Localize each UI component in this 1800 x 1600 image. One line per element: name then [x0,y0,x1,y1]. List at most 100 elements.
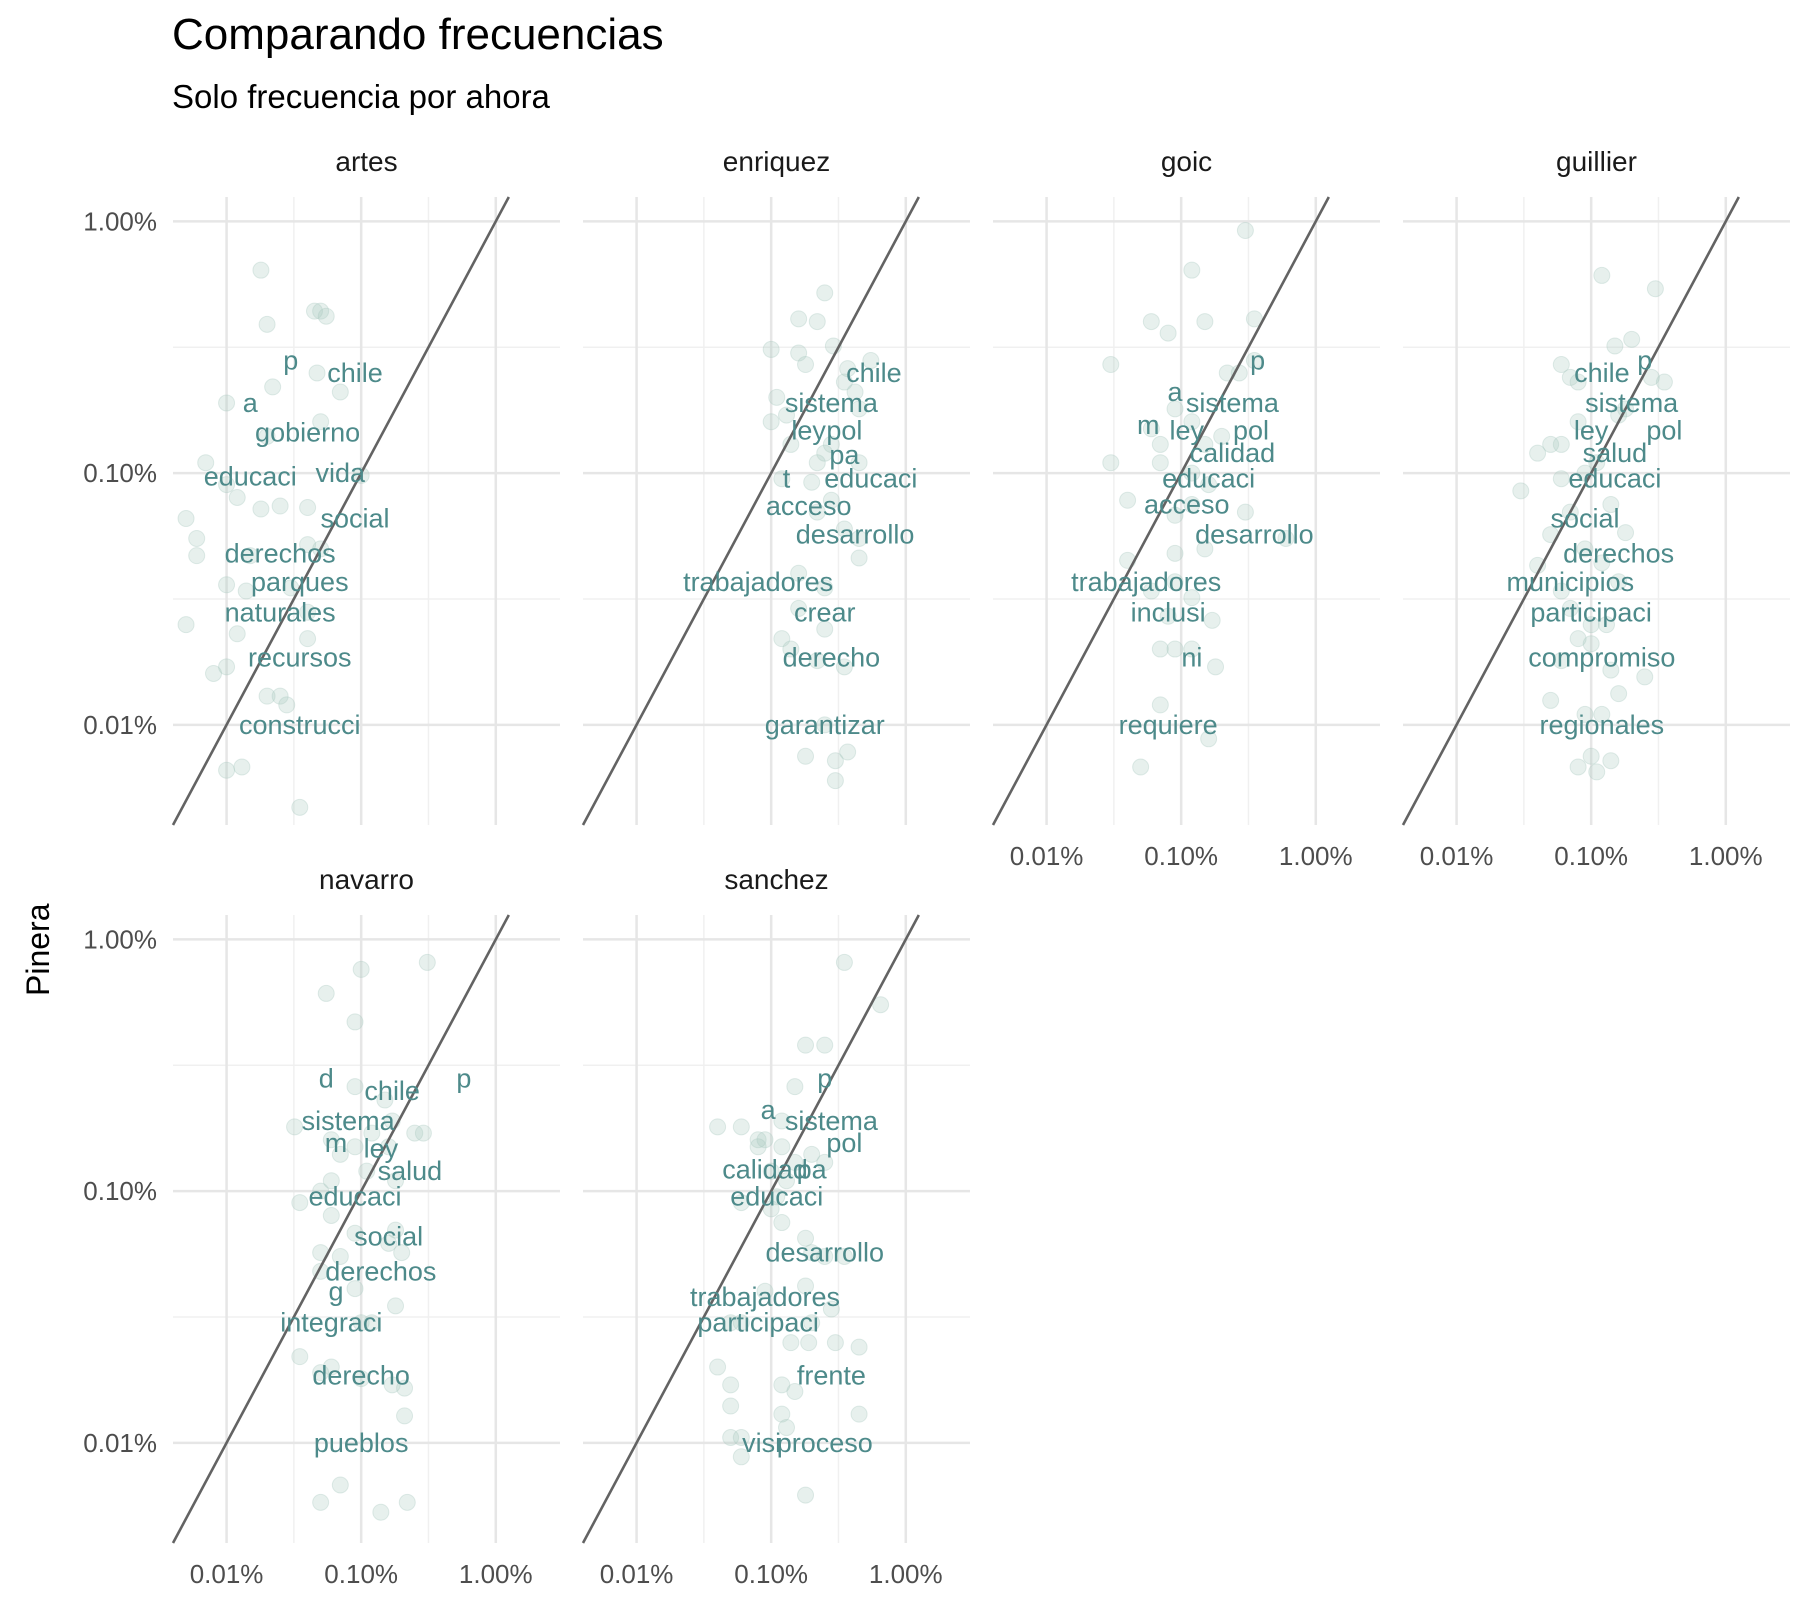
data-point [1636,668,1654,686]
data-point [312,1364,330,1382]
data-point [322,1358,340,1376]
data-point [1203,611,1221,629]
data-point [1552,356,1570,374]
data-point [816,284,834,302]
data-point [709,1118,727,1136]
data-point [331,383,349,401]
x-tick-label: 0.01% [1420,841,1494,871]
data-point [197,454,215,472]
data-point [816,1247,834,1265]
data-point [803,1145,821,1163]
data-point [331,1145,349,1163]
identity-line [1401,196,1740,826]
identity-line [171,914,510,1544]
data-point [816,444,834,462]
data-point [241,547,259,565]
data-point [803,1244,821,1262]
data-point [363,1314,381,1332]
data-point [778,1172,796,1190]
data-point [732,1194,750,1212]
data-point [762,413,780,431]
facet-title: enriquez [723,146,830,177]
data-point [218,576,236,594]
word-label: social [1550,504,1619,534]
data-point [312,413,330,431]
data-point [380,1234,398,1252]
word-label: ley [791,415,826,445]
data-point [782,640,800,658]
data-point [331,1476,349,1494]
data-point [218,476,236,494]
data-point [1617,524,1635,542]
data-point [1569,630,1587,648]
word-label: garantizar [765,710,885,740]
data-point [835,953,853,971]
data-point [1196,540,1214,558]
data-point [305,302,323,320]
word-label: chile [327,358,383,388]
data-point [1598,616,1616,634]
data-point [722,1314,740,1332]
data-point [790,310,808,328]
data-point [846,383,864,401]
data-point [826,752,844,770]
data-point [762,1200,780,1218]
data-point [1119,491,1137,509]
data-point [1166,640,1184,658]
facet-title: artes [335,146,397,177]
data-point [264,378,282,396]
data-point [1200,730,1218,748]
y-tick-label: 0.10% [83,458,157,488]
word-label: proceso [777,1428,873,1458]
word-label: regionales [1540,710,1665,740]
identity-line [171,196,510,826]
data-point [1610,573,1628,591]
data-point [1552,582,1570,600]
data-point [768,388,786,406]
data-point [1588,763,1606,781]
word-label: trabajadores [683,567,833,597]
word-label: pol [1233,415,1269,445]
data-point [1582,616,1600,634]
data-point [1183,496,1201,514]
word-label: p [1250,346,1265,376]
data-point [782,1334,800,1352]
data-point [228,489,246,507]
word-label: salud [1583,438,1648,468]
y-tick-label: 0.01% [83,710,157,740]
data-point [233,758,251,776]
facet-title: goic [1161,146,1212,177]
word-label: m [325,1128,348,1158]
word-label: recursos [248,643,352,673]
y-tick-label: 0.10% [83,1176,157,1206]
data-point [1183,261,1201,279]
data-point [1623,330,1641,348]
data-point [1582,635,1600,653]
word-label: p [456,1064,471,1094]
y-tick-label: 1.00% [83,206,157,236]
word-label: inclusi [1131,597,1206,627]
word-label: vida [316,458,367,488]
data-point [258,687,276,705]
word-label: crear [794,597,856,627]
data-point [797,1486,815,1504]
data-point [749,1131,767,1149]
data-point [299,603,317,621]
data-point [346,1280,364,1298]
data-point [1183,413,1201,431]
data-point [331,1247,349,1265]
x-tick-label: 1.00% [1689,841,1763,871]
data-point [773,630,791,648]
data-point [299,499,317,517]
facet-goic: goic p a sistema m ley polcalidadeducaciacceso… [991,146,1380,871]
word-label: sistema [302,1106,396,1136]
word-label: acceso [1144,490,1230,520]
word-label: derechos [225,538,336,568]
data-point [1610,685,1628,703]
data-point [835,520,853,538]
data-point [835,373,853,391]
word-label: naturales [225,597,336,627]
word-label: chile [1574,358,1630,388]
